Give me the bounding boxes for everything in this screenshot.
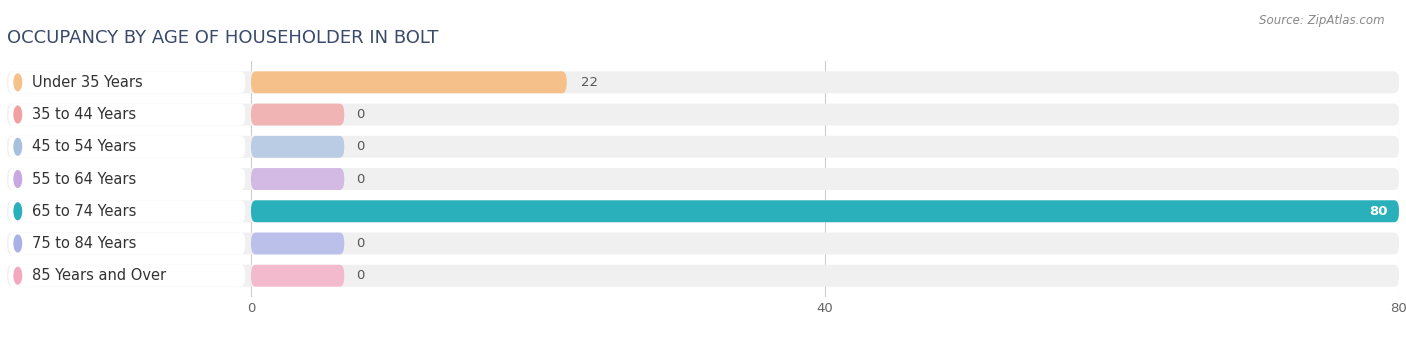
Text: 35 to 44 Years: 35 to 44 Years	[32, 107, 136, 122]
Circle shape	[14, 106, 21, 123]
FancyBboxPatch shape	[252, 104, 344, 125]
Text: 0: 0	[356, 140, 364, 153]
FancyBboxPatch shape	[7, 200, 1399, 222]
Circle shape	[14, 203, 21, 220]
Text: 85 Years and Over: 85 Years and Over	[32, 268, 166, 283]
Text: 22: 22	[581, 76, 598, 89]
FancyBboxPatch shape	[8, 265, 245, 287]
Text: 55 to 64 Years: 55 to 64 Years	[32, 172, 136, 187]
Text: 0: 0	[356, 269, 364, 282]
FancyBboxPatch shape	[252, 233, 344, 254]
FancyBboxPatch shape	[7, 168, 1399, 190]
Text: 80: 80	[1369, 205, 1388, 218]
FancyBboxPatch shape	[7, 265, 1399, 287]
Text: 65 to 74 Years: 65 to 74 Years	[32, 204, 136, 219]
Circle shape	[14, 267, 21, 284]
FancyBboxPatch shape	[8, 104, 245, 125]
Text: 45 to 54 Years: 45 to 54 Years	[32, 139, 136, 154]
Text: Source: ZipAtlas.com: Source: ZipAtlas.com	[1260, 14, 1385, 27]
Circle shape	[14, 235, 21, 252]
FancyBboxPatch shape	[7, 71, 1399, 93]
Circle shape	[14, 138, 21, 155]
Text: OCCUPANCY BY AGE OF HOUSEHOLDER IN BOLT: OCCUPANCY BY AGE OF HOUSEHOLDER IN BOLT	[7, 29, 439, 47]
Text: 0: 0	[356, 237, 364, 250]
FancyBboxPatch shape	[8, 168, 245, 190]
Text: 75 to 84 Years: 75 to 84 Years	[32, 236, 136, 251]
FancyBboxPatch shape	[8, 200, 245, 222]
Text: 0: 0	[356, 108, 364, 121]
Circle shape	[14, 170, 21, 188]
FancyBboxPatch shape	[252, 200, 1399, 222]
Text: Under 35 Years: Under 35 Years	[32, 75, 143, 90]
Text: 0: 0	[356, 173, 364, 186]
FancyBboxPatch shape	[7, 104, 1399, 125]
FancyBboxPatch shape	[8, 233, 245, 254]
FancyBboxPatch shape	[7, 136, 1399, 158]
FancyBboxPatch shape	[8, 136, 245, 158]
FancyBboxPatch shape	[252, 136, 344, 158]
Circle shape	[14, 74, 21, 91]
FancyBboxPatch shape	[252, 168, 344, 190]
FancyBboxPatch shape	[7, 233, 1399, 254]
FancyBboxPatch shape	[252, 71, 567, 93]
FancyBboxPatch shape	[252, 265, 344, 287]
FancyBboxPatch shape	[8, 71, 245, 93]
